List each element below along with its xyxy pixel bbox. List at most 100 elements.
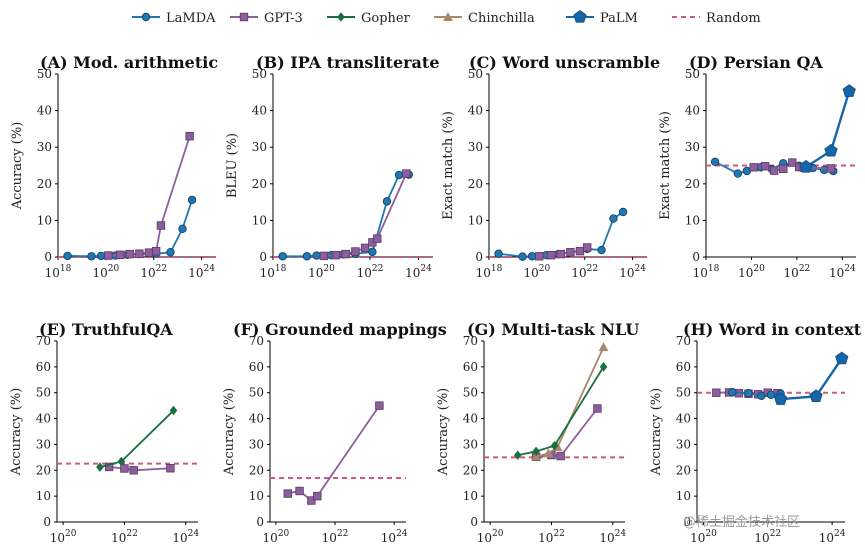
y-axis-label-c: Exact match (%): [441, 111, 456, 220]
panel-f: (F) Grounded mappings0102030405060701020…: [222, 320, 447, 545]
x-tick-label: 1024: [619, 264, 646, 280]
data-point-lamda: [494, 249, 503, 258]
data-point-gpt-3: [749, 163, 758, 172]
legend-item-chinchilla: Chinchilla: [434, 11, 535, 26]
y-tick-label: 20: [685, 177, 700, 191]
legend-item-gopher: Gopher: [327, 11, 411, 26]
y-axis-label-f: Accuracy (%): [222, 388, 237, 477]
y-tick-label: 20: [37, 177, 52, 191]
legend-item-lamda: LaMDA: [132, 11, 216, 26]
y-tick-label: 0: [259, 250, 267, 264]
series-gpt-3: [319, 169, 411, 261]
x-tick-label: 1022: [754, 529, 781, 545]
data-point-gpt-3: [125, 249, 135, 259]
series-gpt-3: [283, 401, 384, 505]
y-tick-label: 70: [463, 334, 478, 348]
panel-title-b: (B) IPA transliterate: [256, 53, 440, 72]
data-point-gpt-3: [769, 166, 779, 175]
data-point-lamda: [63, 251, 72, 261]
y-tick-label: 50: [685, 67, 700, 81]
legend-item-random: Random: [672, 11, 761, 26]
y-tick-label: 50: [468, 67, 483, 81]
y-axis-label-d: Exact match (%): [658, 111, 673, 220]
data-point-gpt-3: [575, 246, 585, 256]
data-point-lamda: [527, 252, 537, 261]
y-tick-label: 50: [37, 67, 52, 81]
data-point-lamda: [394, 170, 404, 180]
data-point-gpt-3: [144, 248, 154, 257]
x-tick-label: 1020: [524, 264, 551, 280]
data-point-lamda: [710, 157, 720, 167]
data-point-palm: [842, 84, 856, 97]
x-tick-label: 1022: [111, 529, 138, 545]
x-tick-label: 1024: [172, 529, 199, 545]
series-line-gopher: [517, 366, 605, 457]
data-point-lamda: [96, 251, 106, 261]
series-line-gopher: [99, 409, 175, 469]
series-gopher: [513, 362, 608, 461]
data-point-gpt-3: [283, 489, 292, 498]
x-tick-label: 1024: [188, 264, 215, 280]
data-point-gpt-3: [556, 451, 565, 461]
legend-item-palm: PaLM: [566, 10, 638, 26]
data-point-gopher: [599, 362, 608, 372]
data-point-gopher: [550, 440, 559, 451]
x-tick-label: 1020: [93, 264, 120, 280]
legend-label-palm: PaLM: [600, 11, 638, 26]
x-tick-label: 1024: [829, 264, 856, 280]
y-tick-label: 20: [36, 463, 51, 477]
x-tick-label: 1020: [263, 529, 290, 545]
data-point-gpt-3: [351, 247, 360, 256]
data-point-gpt-3: [151, 246, 161, 256]
data-point-gpt-3: [295, 486, 304, 496]
y-tick-label: 10: [249, 489, 264, 503]
x-tick-label: 1022: [538, 529, 565, 545]
y-tick-label: 60: [676, 360, 691, 374]
data-point-gpt-3: [566, 248, 575, 257]
x-tick-label: 1022: [322, 529, 349, 545]
y-tick-label: 30: [685, 140, 700, 154]
y-tick-label: 10: [463, 489, 478, 503]
x-tick-label: 1020: [50, 529, 77, 545]
y-tick-label: 70: [676, 334, 691, 348]
series-lamda: [728, 387, 785, 401]
data-point-lamda: [733, 169, 743, 178]
data-point-gpt-3: [582, 243, 592, 252]
y-tick-label: 10: [36, 489, 51, 503]
series-line-gpt-3: [536, 407, 599, 458]
data-point-lamda: [166, 248, 175, 257]
data-point-lamda: [609, 214, 618, 223]
y-tick-label: 60: [463, 360, 478, 374]
x-tick-label: 1020: [308, 264, 335, 280]
data-point-gopher: [513, 450, 522, 461]
y-tick-label: 50: [36, 386, 51, 400]
data-point-gpt-3: [331, 250, 341, 260]
data-point-lamda: [744, 389, 753, 398]
y-tick-label: 60: [249, 360, 264, 374]
x-tick-label: 1022: [784, 264, 811, 280]
legend-item-gpt-3: GPT-3: [230, 11, 303, 26]
data-point-gopher: [532, 446, 540, 457]
series-lamda: [278, 170, 413, 261]
data-point-lamda: [87, 252, 96, 261]
data-point-gpt-3: [156, 221, 166, 230]
data-point-gpt-3: [319, 251, 329, 261]
data-point-lamda: [766, 390, 776, 399]
x-tick-label: 1024: [819, 529, 846, 545]
y-tick-label: 50: [463, 386, 478, 400]
y-tick-label: 40: [676, 412, 691, 426]
data-point-lamda: [382, 197, 392, 206]
y-tick-label: 30: [676, 437, 691, 451]
panel-title-f: (F) Grounded mappings: [233, 320, 447, 339]
y-tick-label: 10: [676, 489, 691, 503]
legend-marker-palm: [573, 10, 587, 23]
legend-label-chinchilla: Chinchilla: [468, 11, 535, 26]
x-tick-label: 1020: [738, 264, 765, 280]
data-point-palm: [809, 389, 823, 402]
